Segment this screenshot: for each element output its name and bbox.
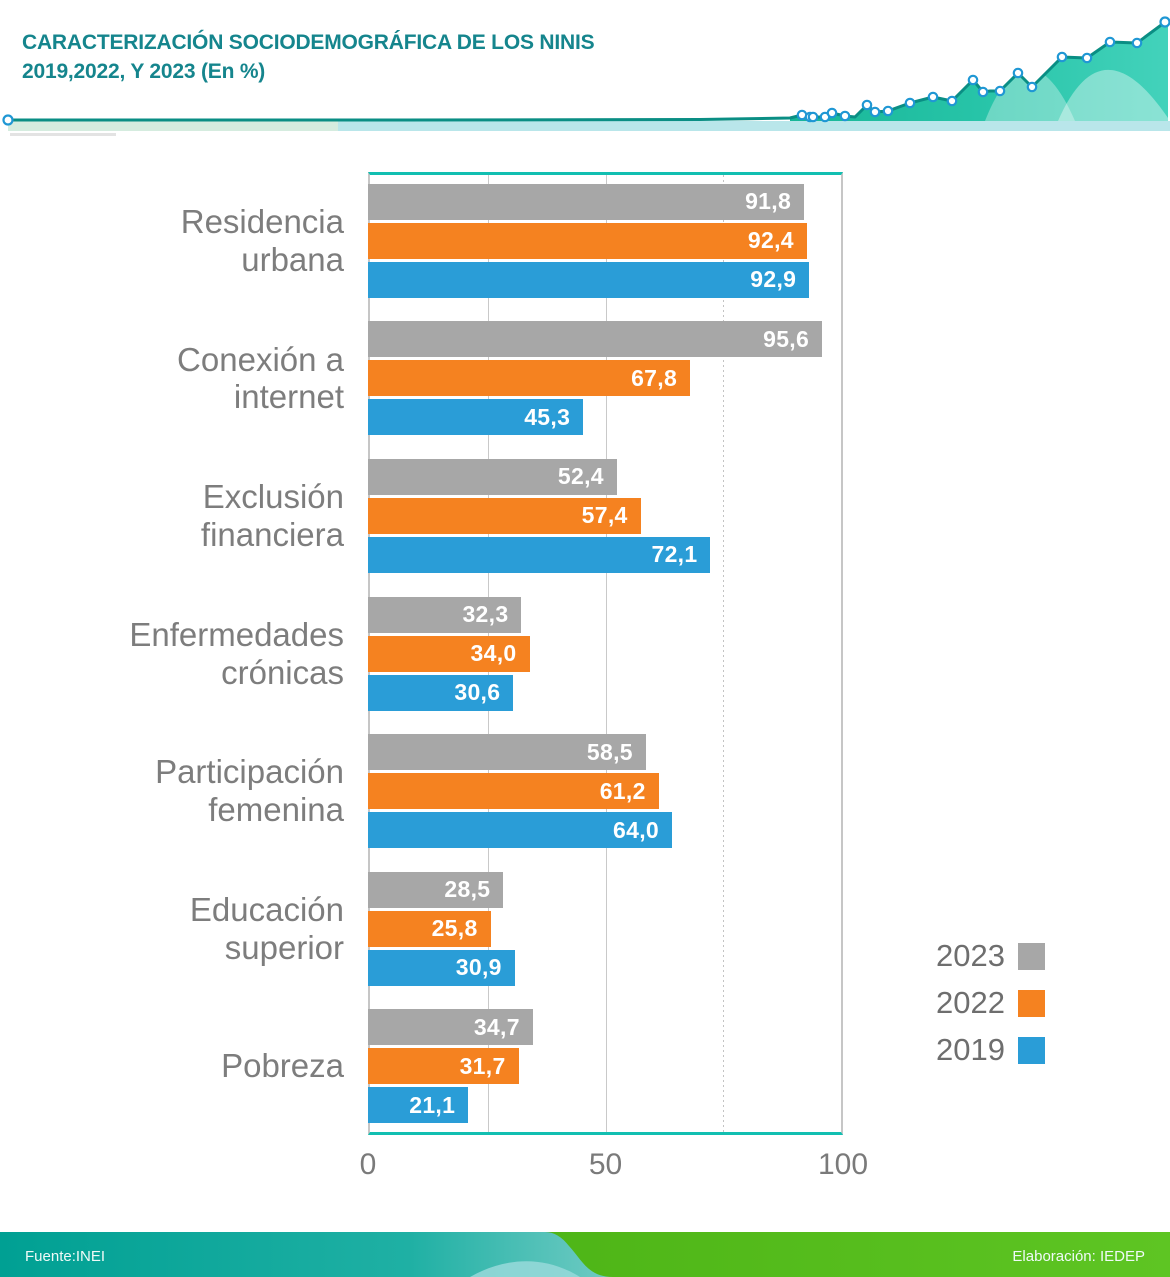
bar-value-label: 57,4 xyxy=(581,502,628,529)
legend-label: 2022 xyxy=(936,985,1005,1020)
bar-value-label: 52,4 xyxy=(557,463,604,490)
legend-row-2019: 2019 xyxy=(936,1032,1045,1068)
x-tick-0: 0 xyxy=(359,1148,377,1181)
sparkline-highlight-hill xyxy=(985,69,1075,121)
legend-row-2022: 2022 xyxy=(936,985,1045,1021)
divider-gray-strip xyxy=(10,133,116,136)
bar-value-label: 30,6 xyxy=(454,679,501,706)
bar-value-label: 30,9 xyxy=(455,954,502,981)
footer-green-band xyxy=(545,1232,1170,1277)
bar-value-label: 64,0 xyxy=(613,816,659,843)
bar-value-label: 32,3 xyxy=(462,601,509,628)
chart-title: CARACTERIZACIÓN SOCIODEMOGRÁFICA DE LOS … xyxy=(22,29,595,87)
bar-2023: 95,6 xyxy=(368,321,823,358)
bar-value-label: 92,9 xyxy=(750,266,797,293)
bar-group: 91,8 92,4 92,9 xyxy=(368,183,843,298)
bar-group: 95,6 67,8 45,3 xyxy=(368,321,843,436)
chart-title-line2: 2019,2022, Y 2023 (En %) xyxy=(22,59,266,83)
bar-group: 32,3 34,0 30,6 xyxy=(368,596,843,711)
bar-2022: 92,4 xyxy=(368,222,807,259)
bar-2019: 64,0 xyxy=(368,812,672,849)
divider-band xyxy=(8,121,1170,131)
bar-2019: 30,9 xyxy=(368,949,515,986)
bar-2022: 25,8 xyxy=(368,910,491,947)
category-row: Enfermedades crónicas 32,3 34,0 30,6 xyxy=(0,585,843,723)
legend-swatch xyxy=(1017,1036,1045,1064)
divider-band-light xyxy=(8,121,338,131)
x-tick-50: 50 xyxy=(588,1148,623,1181)
legend-row-2023: 2023 xyxy=(936,938,1045,974)
sparkline-highlight-hill xyxy=(1058,69,1170,121)
bar-2019: 21,1 xyxy=(368,1087,469,1124)
bar-2023: 28,5 xyxy=(368,871,504,908)
bar-2022: 31,7 xyxy=(368,1048,519,1085)
bar-2023: 32,3 xyxy=(368,596,522,633)
legend-swatch xyxy=(1017,989,1045,1017)
category-row: Conexión a internet 95,6 67,8 45,3 xyxy=(0,310,843,448)
bar-value-label: 91,8 xyxy=(745,188,792,215)
category-row: Residencia urbana 91,8 92,4 92,9 xyxy=(0,172,843,310)
bar-group: 58,5 61,2 64,0 xyxy=(368,734,843,849)
bar-2023: 34,7 xyxy=(368,1009,533,1046)
category-label: Enfermedades crónicas xyxy=(129,615,344,691)
bar-2022: 57,4 xyxy=(368,497,641,534)
bar-2019: 92,9 xyxy=(368,261,810,298)
legend-swatch xyxy=(1017,942,1045,970)
bar-2022: 61,2 xyxy=(368,773,659,810)
bar-value-label: 34,7 xyxy=(473,1013,520,1040)
category-label: Exclusión financiera xyxy=(200,478,344,553)
category-row: Participación femenina 58,5 61,2 64,0 xyxy=(0,722,843,860)
bar-value-label: 28,5 xyxy=(444,876,491,903)
chart-title-line1: CARACTERIZACIÓN SOCIODEMOGRÁFICA DE LOS … xyxy=(22,31,595,54)
bar-chart: Residencia urbana 91,8 92,4 92,9 Conexión a in… xyxy=(0,160,1170,1190)
x-tick-100: 100 xyxy=(817,1148,869,1181)
bar-2022: 34,0 xyxy=(368,635,530,672)
bar-2019: 45,3 xyxy=(368,399,584,436)
bar-2023: 52,4 xyxy=(368,458,617,495)
bar-2023: 91,8 xyxy=(368,183,805,220)
bar-value-label: 25,8 xyxy=(431,915,478,942)
bar-2022: 67,8 xyxy=(368,360,691,397)
footer-elaboration: Elaboración: IEDEP xyxy=(1012,1248,1145,1265)
bar-value-label: 95,6 xyxy=(763,325,810,352)
gridline-75 xyxy=(723,175,725,1132)
legend: 2023 2022 2019 xyxy=(936,938,1045,1068)
bar-group: 28,5 25,8 30,9 xyxy=(368,871,843,986)
category-label: Conexión a internet xyxy=(177,340,344,416)
bar-2019: 72,1 xyxy=(368,536,711,573)
bar-value-label: 45,3 xyxy=(524,403,571,430)
legend-label: 2019 xyxy=(936,1032,1005,1067)
bar-2019: 30,6 xyxy=(368,674,514,711)
bar-value-label: 34,0 xyxy=(470,640,517,667)
category-label: Residencia urbana xyxy=(180,203,344,278)
bar-group: 34,7 31,7 21,1 xyxy=(368,1009,843,1124)
legend-label: 2023 xyxy=(936,938,1005,973)
category-label: Educación superior xyxy=(189,891,344,966)
x-axis-ticks: 0 50 100 xyxy=(360,1148,868,1190)
category-row: Pobreza 34,7 31,7 21,1 xyxy=(0,997,843,1135)
bar-2023: 58,5 xyxy=(368,734,646,771)
bar-rows: Residencia urbana 91,8 92,4 92,9 Conexión a in… xyxy=(0,172,843,1135)
category-label: Pobreza xyxy=(221,1047,344,1085)
category-row: Educación superior 28,5 25,8 30,9 xyxy=(0,860,843,998)
category-label: Participación femenina xyxy=(155,753,344,829)
bar-value-label: 58,5 xyxy=(586,738,633,765)
bar-value-label: 31,7 xyxy=(459,1052,506,1079)
bar-value-label: 67,8 xyxy=(631,364,678,391)
bar-group: 52,4 57,4 72,1 xyxy=(368,458,843,573)
bar-value-label: 21,1 xyxy=(409,1091,456,1118)
category-row: Exclusión financiera 52,4 57,4 72,1 xyxy=(0,447,843,585)
bar-value-label: 92,4 xyxy=(747,227,794,254)
bar-value-label: 72,1 xyxy=(651,541,698,568)
bar-value-label: 61,2 xyxy=(599,777,646,804)
footer-source: Fuente:INEI xyxy=(25,1248,105,1265)
sparkline-area xyxy=(790,20,1168,121)
gridline-50 xyxy=(605,175,607,1132)
footer-banner: Fuente:INEI Elaboración: IEDEP xyxy=(0,1232,1170,1277)
footer-wave xyxy=(470,1261,580,1277)
